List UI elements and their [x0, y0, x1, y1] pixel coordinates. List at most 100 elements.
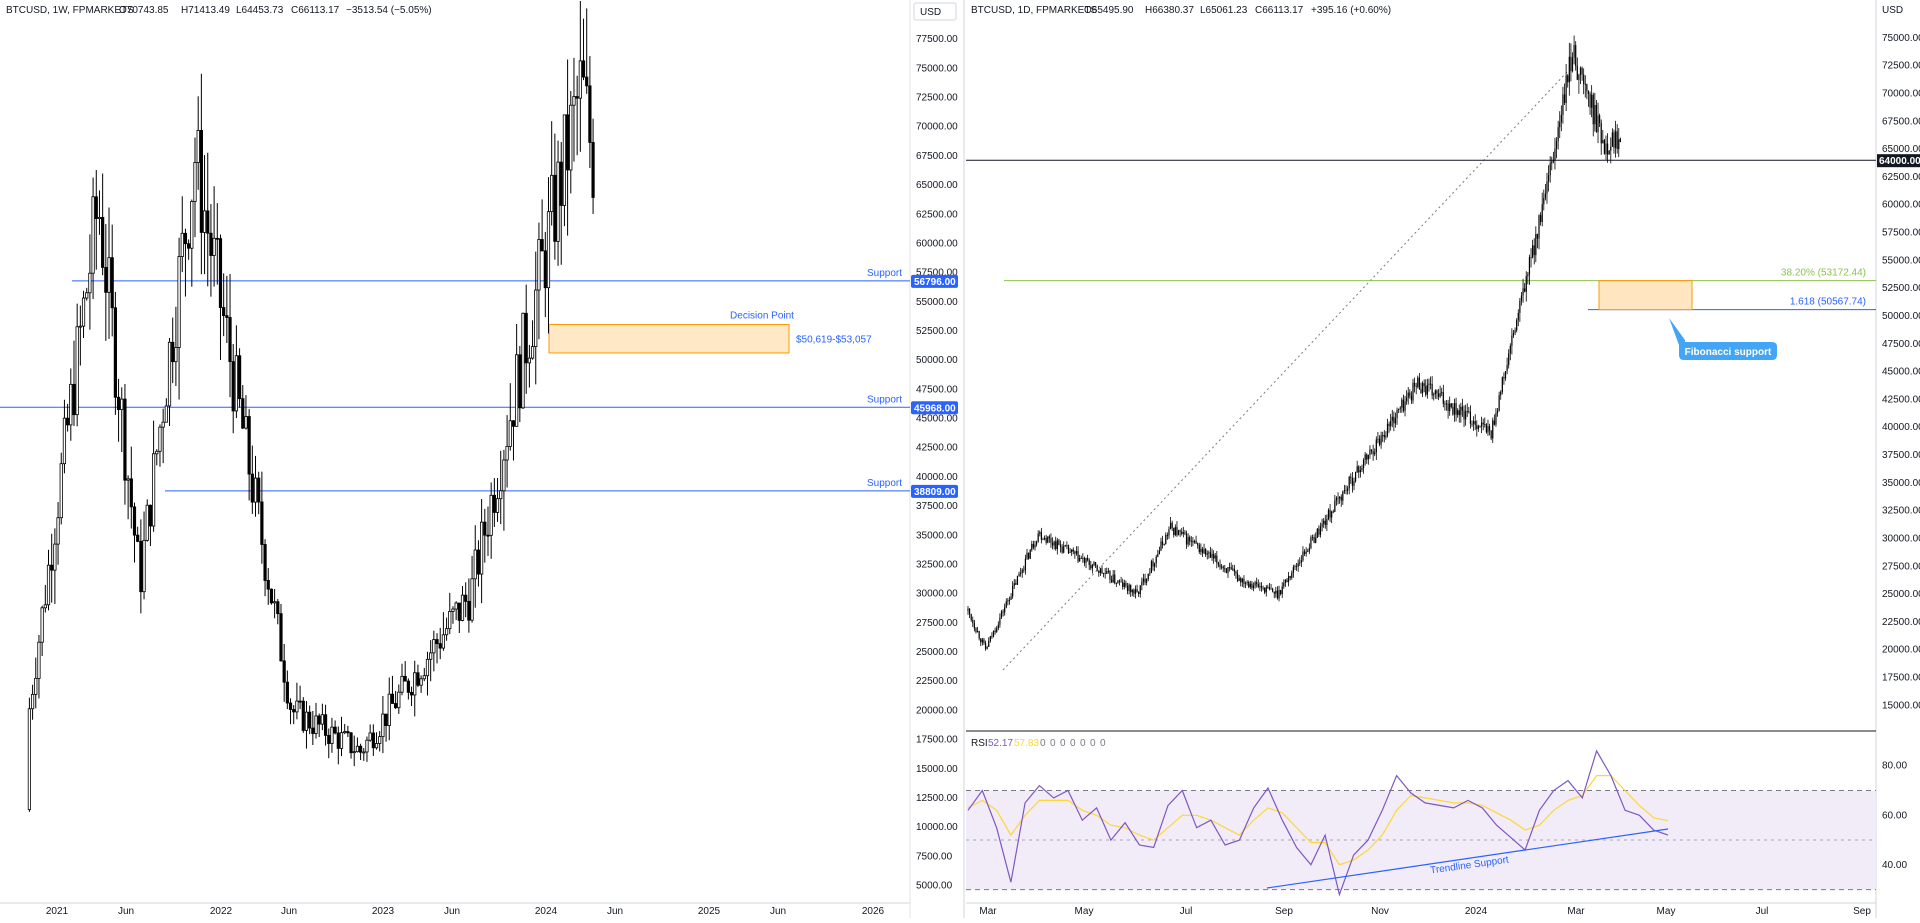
candle [1264, 587, 1266, 595]
support-price-tag-text: 56796.00 [914, 277, 956, 288]
candle-body [976, 631, 979, 633]
candle-body [480, 521, 484, 575]
rsi-ma-line[interactable] [967, 774, 1669, 866]
fibonacci-support-callout[interactable]: Fibonacci support [1669, 318, 1777, 360]
candle [1154, 562, 1156, 572]
candle [333, 720, 337, 735]
candle [244, 395, 248, 430]
candle [257, 471, 261, 515]
weekly-chart-pane[interactable]: BTCUSD, 1W, FPMARKETS O70743.85 H71413.4… [0, 0, 965, 918]
candle [1169, 516, 1172, 530]
candle [1370, 449, 1373, 455]
candle-body [1597, 115, 1599, 133]
candle [518, 345, 522, 423]
candle [1024, 554, 1027, 575]
candle-body [1370, 449, 1373, 452]
candle-body [996, 628, 998, 632]
candle-body [499, 490, 503, 500]
candle-body [1160, 541, 1162, 551]
daily-candles[interactable] [967, 35, 1621, 651]
candle-body [190, 201, 194, 249]
candle-body [1420, 388, 1422, 394]
candle-body [1452, 406, 1454, 415]
candle-body [1224, 568, 1226, 570]
candle-body [1587, 91, 1590, 94]
left-time-axis[interactable]: 2021 Jun 2022 Jun 2023 Jun 2024 Jun 2025 Jun 2026 [46, 906, 885, 917]
left-header-symbol: BTCUSD, 1W, FPMARKETS [6, 5, 134, 16]
price-tick-label: 65000.00 [916, 180, 958, 191]
candle-body [1109, 571, 1111, 580]
candle-body [1053, 541, 1055, 546]
price-tick-label: 40000.00 [916, 472, 958, 483]
rsi-line[interactable] [967, 749, 1669, 897]
candle-body [78, 325, 82, 328]
decision-point-zone[interactable] [548, 324, 790, 354]
candle [1375, 436, 1377, 460]
candle-body [1334, 500, 1336, 512]
candle-body [1278, 590, 1280, 599]
candle [448, 592, 452, 635]
candle-body [1055, 541, 1057, 550]
candle-body [553, 174, 557, 242]
candle [1265, 585, 1267, 597]
candle-body [444, 628, 449, 636]
candle [1059, 540, 1062, 553]
candle-body [1321, 523, 1323, 527]
candle [1177, 529, 1180, 536]
candle [588, 56, 592, 168]
candle-body [1272, 588, 1274, 592]
candle-body [1133, 590, 1135, 594]
support-price-tag: 45968.00 [911, 401, 958, 415]
candle [327, 728, 331, 759]
weekly-candles[interactable] [27, 1, 595, 812]
candle [441, 612, 446, 651]
daily-chart-pane[interactable]: BTCUSD, 1D, FPMARKETS O65495.90 H66380.3… [966, 0, 1920, 918]
candle-body [1173, 527, 1175, 535]
right-price-axis[interactable]: 75000.00 72500.00 70000.00 67500.00 65000.00… [1882, 33, 1920, 712]
left-header-close: C66113.17 [291, 5, 340, 16]
candle [167, 338, 172, 427]
fibonacci-zone[interactable] [1598, 280, 1693, 311]
price-tick-label: 55000.00 [916, 297, 958, 308]
candle-body [422, 675, 426, 680]
candle-body [1342, 491, 1344, 501]
candle [295, 682, 299, 720]
candle [511, 420, 516, 461]
price-tick-label: 30000.00 [916, 589, 958, 600]
candle [1020, 567, 1022, 577]
right-time-axis[interactable]: Mar May Jul Sep Nov 2024 Mar May Jul Sep [979, 906, 1871, 917]
candle-body [1319, 526, 1322, 535]
candle-body [1372, 451, 1374, 455]
candle [1240, 576, 1242, 587]
candle [1418, 372, 1420, 390]
candle-body [1418, 377, 1420, 389]
candle-body [1388, 423, 1390, 427]
candle [1179, 529, 1181, 537]
left-price-axis[interactable]: 77500.00 75000.00 72500.00 70000.00 67500.00… [916, 34, 958, 891]
dotted-trend-line[interactable] [1002, 70, 1569, 671]
rsi-trendline-support[interactable] [1266, 828, 1669, 889]
candle [362, 747, 366, 761]
candle [1560, 105, 1562, 132]
candle [374, 732, 379, 750]
candle [502, 449, 506, 531]
candle-body [1428, 383, 1430, 385]
candle [546, 177, 551, 334]
candle-body [1059, 545, 1062, 547]
candle-body [72, 383, 76, 416]
candle [1286, 578, 1288, 583]
candle [37, 634, 41, 699]
candle [1256, 577, 1258, 588]
left-currency-button[interactable] [913, 2, 957, 21]
candle-body [298, 700, 302, 703]
candle-body [1114, 574, 1116, 584]
candle [534, 251, 538, 385]
right-currency-label[interactable]: USD [1882, 5, 1903, 16]
candle [1168, 526, 1170, 539]
candle [460, 586, 465, 622]
candle [1235, 570, 1237, 579]
candle [1187, 533, 1189, 547]
candle-body [1380, 435, 1382, 445]
candle [263, 539, 267, 597]
